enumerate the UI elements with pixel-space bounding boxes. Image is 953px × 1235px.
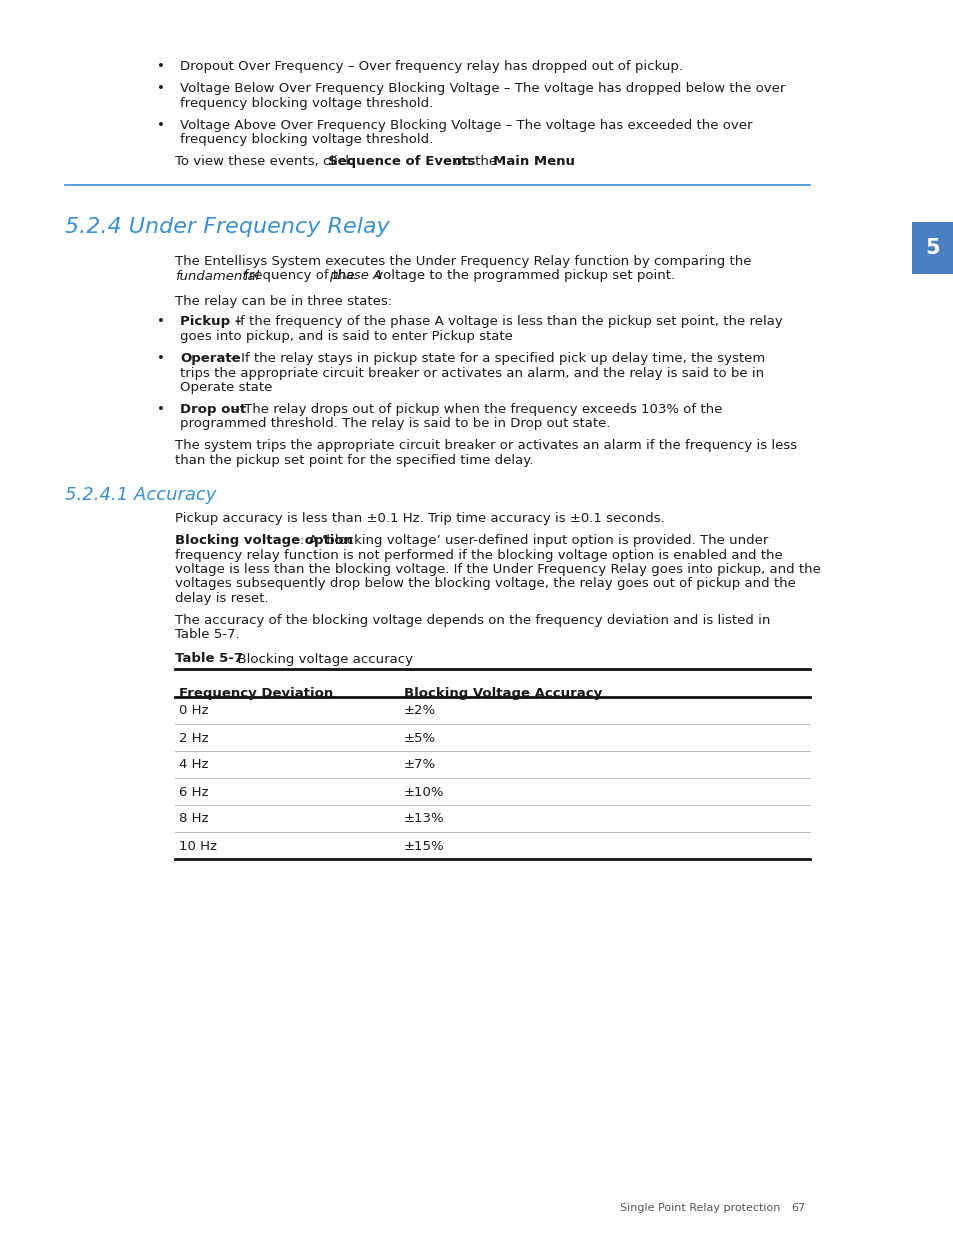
Text: 5: 5 — [924, 238, 940, 258]
Text: 0 Hz: 0 Hz — [179, 704, 209, 718]
Text: than the pickup set point for the specified time delay.: than the pickup set point for the specif… — [174, 454, 533, 467]
Text: frequency of the: frequency of the — [240, 269, 358, 283]
Text: fundamental: fundamental — [174, 269, 259, 283]
Text: The relay can be in three states:: The relay can be in three states: — [174, 295, 392, 309]
Text: goes into pickup, and is said to enter Pickup state: goes into pickup, and is said to enter P… — [180, 330, 513, 343]
Text: frequency blocking voltage threshold.: frequency blocking voltage threshold. — [180, 133, 433, 146]
Text: voltage is less than the blocking voltage. If the Under Frequency Relay goes int: voltage is less than the blocking voltag… — [174, 563, 820, 576]
Text: Table 5-7.: Table 5-7. — [174, 629, 239, 641]
Text: If the frequency of the phase A voltage is less than the pickup set point, the r: If the frequency of the phase A voltage … — [232, 315, 781, 329]
Text: Pickup accuracy is less than ±0.1 Hz. Trip time accuracy is ±0.1 seconds.: Pickup accuracy is less than ±0.1 Hz. Tr… — [174, 513, 664, 525]
Text: .: . — [553, 156, 557, 168]
Text: Blocking voltage accuracy: Blocking voltage accuracy — [229, 652, 413, 666]
Text: voltages subsequently drop below the blocking voltage, the relay goes out of pic: voltages subsequently drop below the blo… — [174, 578, 795, 590]
Text: – If the relay stays in pickup state for a specified pick up delay time, the sys: – If the relay stays in pickup state for… — [226, 352, 764, 366]
Text: •: • — [157, 82, 165, 95]
Text: Blocking voltage option: Blocking voltage option — [174, 534, 353, 547]
Text: Blocking Voltage Accuracy: Blocking Voltage Accuracy — [403, 687, 601, 699]
Text: 10 Hz: 10 Hz — [179, 840, 216, 852]
Text: Pickup –: Pickup – — [180, 315, 241, 329]
Text: •: • — [157, 61, 165, 73]
Text: Operate state: Operate state — [180, 382, 273, 394]
Text: 8 Hz: 8 Hz — [179, 813, 209, 825]
Text: The system trips the appropriate circuit breaker or activates an alarm if the fr: The system trips the appropriate circuit… — [174, 440, 797, 452]
Text: trips the appropriate circuit breaker or activates an alarm, and the relay is sa: trips the appropriate circuit breaker or… — [180, 367, 763, 379]
Text: – The relay drops out of pickup when the frequency exceeds 103% of the: – The relay drops out of pickup when the… — [229, 403, 721, 416]
Text: ±5%: ±5% — [403, 731, 436, 745]
Text: programmed threshold. The relay is said to be in Drop out state.: programmed threshold. The relay is said … — [180, 417, 610, 431]
Text: Table 5-7: Table 5-7 — [174, 652, 243, 666]
Text: Drop out: Drop out — [180, 403, 246, 416]
Text: Sequence of Events: Sequence of Events — [328, 156, 475, 168]
Text: To view these events, click: To view these events, click — [174, 156, 356, 168]
Text: 2 Hz: 2 Hz — [179, 731, 209, 745]
Text: •: • — [157, 352, 165, 366]
Text: The Entellisys System executes the Under Frequency Relay function by comparing t: The Entellisys System executes the Under… — [174, 254, 751, 268]
Text: delay is reset.: delay is reset. — [174, 592, 269, 605]
Text: ±13%: ±13% — [403, 813, 444, 825]
Text: phase A: phase A — [329, 269, 382, 283]
Text: •: • — [157, 403, 165, 416]
Text: Operate: Operate — [180, 352, 240, 366]
Bar — [911, 222, 953, 274]
Text: 6 Hz: 6 Hz — [179, 785, 209, 799]
Text: Single Point Relay protection: Single Point Relay protection — [619, 1203, 780, 1213]
Text: frequency blocking voltage threshold.: frequency blocking voltage threshold. — [180, 96, 433, 110]
Text: 4 Hz: 4 Hz — [179, 758, 209, 772]
Text: •: • — [157, 315, 165, 329]
Text: ±7%: ±7% — [403, 758, 436, 772]
Text: 5.2.4.1 Accuracy: 5.2.4.1 Accuracy — [65, 487, 216, 504]
Text: Dropout Over Frequency – Over frequency relay has dropped out of pickup.: Dropout Over Frequency – Over frequency … — [180, 61, 682, 73]
Text: •: • — [157, 119, 165, 131]
Text: : A ‘blocking voltage’ user-defined input option is provided. The under: : A ‘blocking voltage’ user-defined inpu… — [299, 534, 767, 547]
Text: ±10%: ±10% — [403, 785, 444, 799]
Text: 67: 67 — [790, 1203, 804, 1213]
Text: Voltage Above Over Frequency Blocking Voltage – The voltage has exceeded the ove: Voltage Above Over Frequency Blocking Vo… — [180, 119, 752, 131]
Text: voltage to the programmed pickup set point.: voltage to the programmed pickup set poi… — [371, 269, 675, 283]
Text: Frequency Deviation: Frequency Deviation — [179, 687, 333, 699]
Text: Main Menu: Main Menu — [493, 156, 575, 168]
Text: ±15%: ±15% — [403, 840, 444, 852]
Text: frequency relay function is not performed if the blocking voltage option is enab: frequency relay function is not performe… — [174, 548, 781, 562]
Text: ±2%: ±2% — [403, 704, 436, 718]
Text: on the: on the — [450, 156, 501, 168]
Text: Voltage Below Over Frequency Blocking Voltage – The voltage has dropped below th: Voltage Below Over Frequency Blocking Vo… — [180, 82, 784, 95]
Text: The accuracy of the blocking voltage depends on the frequency deviation and is l: The accuracy of the blocking voltage dep… — [174, 614, 770, 627]
Text: 5.2.4 Under Frequency Relay: 5.2.4 Under Frequency Relay — [65, 217, 389, 237]
